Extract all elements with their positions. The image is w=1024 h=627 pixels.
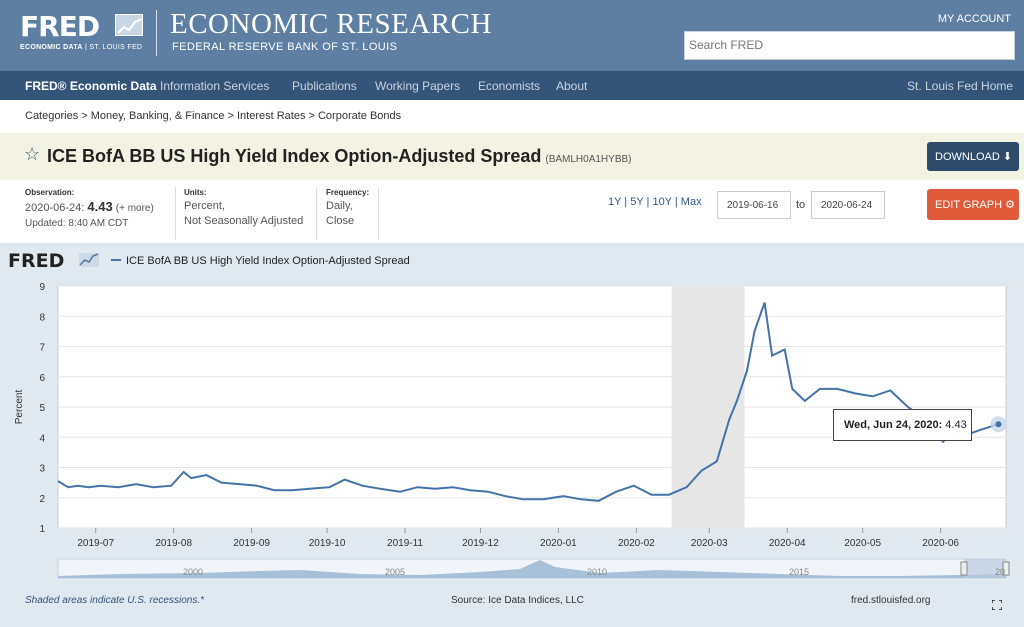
date-to-input[interactable]: 2020-06-24 [811,191,885,219]
y-tick-label: 5 [39,403,45,414]
observation-label: Observation: [25,188,75,197]
x-tick-label: 2020-04 [769,538,806,549]
navigator-handle-left[interactable] [960,561,968,576]
fullscreen-icon[interactable] [992,600,1002,610]
main-nav: FRED® Economic Data Information Services… [0,71,1024,100]
header-divider [156,10,157,56]
nav-about[interactable]: About [556,79,588,93]
nav-publications[interactable]: Publications [292,79,357,93]
x-tick-label: 2019-09 [233,538,270,549]
site-url[interactable]: fred.stlouisfed.org [851,595,931,606]
units-block: Units: Percent, Not Seasonally Adjusted [184,187,303,229]
navigator-year-label: 2005 [385,567,405,577]
units-value-1: Percent, [184,200,225,212]
meta-divider [175,187,176,240]
observation-value: 4.43 [87,199,113,214]
chart-svg[interactable]: FRED ICE BofA BB US High Yield Index Opt… [0,243,1024,627]
edit-graph-button[interactable]: EDIT GRAPH ⚙ [927,189,1019,220]
nav-working-papers[interactable]: Working Papers [375,79,461,93]
y-tick-label: 4 [39,433,45,444]
frequency-label: Frequency: [326,188,370,197]
logo-subtitle: ECONOMIC DATA | ST. LOUIS FED [20,44,143,51]
navigator-handle-right[interactable] [1002,561,1010,576]
y-axis-label: Percent [14,390,25,425]
download-icon: ⬇ [1002,151,1013,163]
hover-dot [995,421,1002,428]
chart-fred-logo: FRED [8,250,64,272]
y-tick-label: 1 [39,524,45,535]
my-account-link[interactable]: MY ACCOUNT [937,13,1011,25]
meta-divider [316,187,317,240]
download-button[interactable]: DOWNLOAD ⬇ [927,142,1019,171]
x-tick-label: 2019-10 [309,538,346,549]
units-label: Units: [184,188,207,197]
y-tick-label: 8 [39,312,45,323]
bank-subtitle: FEDERAL RESERVE BANK OF ST. LOUIS [172,41,398,53]
navigator-year-label: 2015 [789,567,809,577]
navigator-year-label: 2010 [587,567,607,577]
series-title-bar: ☆ ICE BofA BB US High Yield Index Option… [0,133,1024,180]
chart-fred-logo-graph-icon [79,253,99,267]
observation-date: 2020-06-24: [25,202,85,214]
frequency-value-2: Close [326,215,355,227]
y-tick-label: 3 [39,464,45,475]
y-tick-label: 7 [39,343,45,354]
economic-research-title[interactable]: ECONOMIC RESEARCH [170,8,492,40]
legend-label: ICE BofA BB US High Yield Index Option-A… [126,255,410,267]
breadcrumb[interactable]: Categories > Money, Banking, & Finance >… [25,110,402,122]
navigator-year-label: 20 [995,567,1005,577]
updated-time: Updated: 8:40 AM CDT [25,218,129,229]
x-tick-label: 2019-12 [462,538,499,549]
x-tick-label: 2020-06 [922,538,959,549]
series-line[interactable] [57,302,999,502]
observation-block: Observation: 2020-06-24: 4.43 (+ more) U… [25,187,154,231]
recession-note[interactable]: Shaded areas indicate U.S. recessions.* [25,595,204,606]
x-tick-label: 2020-03 [691,538,728,549]
gear-icon: ⚙ [1005,199,1015,211]
y-tick-label: 9 [39,282,45,293]
x-tick-label: 2019-07 [77,538,114,549]
series-title: ICE BofA BB US High Yield Index Option-A… [47,146,632,166]
x-tick-label: 2019-08 [155,538,192,549]
nav-economists[interactable]: Economists [478,79,541,93]
date-range-links[interactable]: 1Y | 5Y | 10Y | Max [608,196,702,208]
x-tick-label: 2019-11 [387,538,423,549]
source-text: Source: Ice Data Indices, LLC [451,595,584,606]
star-icon[interactable]: ☆ [24,144,41,164]
nav-information-services[interactable]: Information Services [160,79,270,93]
navigator-selection[interactable] [964,559,1006,578]
meta-divider [378,187,379,240]
x-tick-label: 2020-01 [540,538,577,549]
search-input[interactable]: Search FRED [684,31,1015,60]
fred-logo-graph-icon [115,14,143,36]
navigator-area [58,560,1006,578]
site-header: FRED ECONOMIC DATA | ST. LOUIS FED ECONO… [0,0,1024,71]
navigator-year-label: 2000 [183,567,203,577]
nav-st-louis-fed-home[interactable]: St. Louis Fed Home [907,79,1014,93]
nav-fred-economic-data[interactable]: FRED® Economic Data [25,79,157,93]
date-from-input[interactable]: 2019-06-16 [717,191,791,219]
y-tick-label: 2 [39,494,45,505]
series-id: (BAMLH0A1HYBB) [545,154,632,165]
frequency-value-1: Daily, [326,200,353,212]
units-value-2: Not Seasonally Adjusted [184,215,304,227]
x-tick-label: 2020-02 [618,538,655,549]
chart-tooltip: Wed, Jun 24, 2020: 4.43 [833,409,972,441]
frequency-block: Frequency: Daily, Close [326,187,369,229]
y-tick-label: 6 [39,373,45,384]
x-tick-label: 2020-05 [844,538,881,549]
observation-more-link[interactable]: (+ more) [115,203,154,214]
fred-logo[interactable]: FRED [20,10,100,43]
to-label: to [796,199,806,211]
